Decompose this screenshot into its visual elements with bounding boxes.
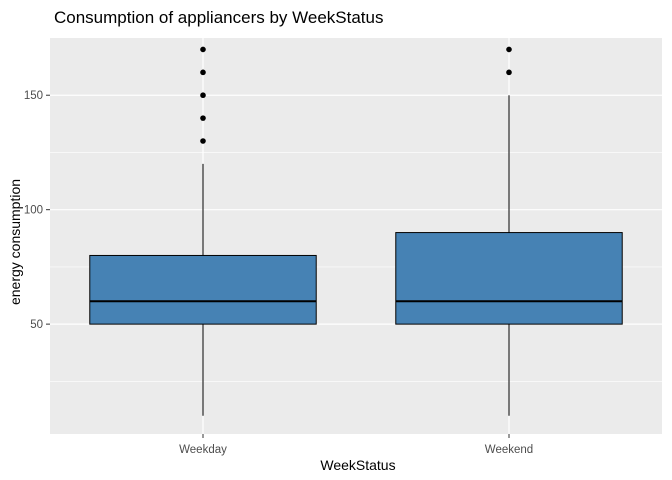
x-axis: Weekday Weekend <box>179 434 533 456</box>
outlier-point <box>200 69 206 76</box>
outlier-point <box>506 69 512 76</box>
outlier-point <box>200 92 206 99</box>
x-axis-title: WeekStatus <box>320 457 395 473</box>
box-weekday <box>89 46 317 416</box>
chart-title: Consumption of appliancers by WeekStatus <box>54 8 383 27</box>
outlier-point <box>200 115 206 121</box>
y-axis-title: energy consumption <box>7 179 23 305</box>
box-iqr <box>89 254 317 325</box>
y-axis: 50 100 150 <box>24 90 50 331</box>
box-iqr <box>395 232 623 325</box>
box-series <box>89 46 623 416</box>
y-tick-label: 50 <box>30 319 43 331</box>
y-tick-label: 100 <box>24 205 43 217</box>
x-tick-label: Weekend <box>485 444 533 456</box>
box-weekend <box>395 46 623 416</box>
outlier-point <box>506 46 512 53</box>
outlier-point <box>200 138 206 144</box>
x-tick-label: Weekday <box>179 444 227 456</box>
outlier-point <box>200 46 206 53</box>
y-tick-label: 150 <box>24 90 43 102</box>
